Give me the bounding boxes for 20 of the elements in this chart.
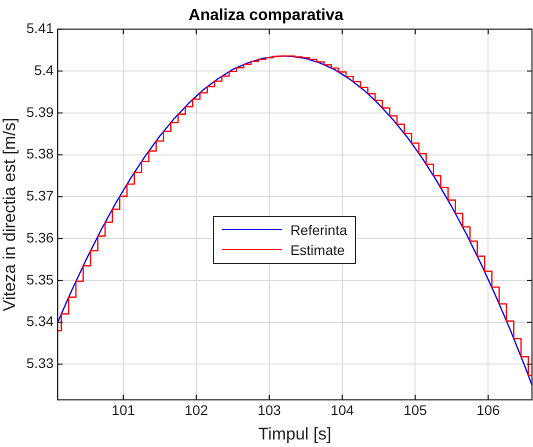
- chart-title: Analiza comparativa: [188, 7, 344, 24]
- y-tick-label: 5.38: [26, 146, 54, 162]
- y-tick-label: 5.41: [26, 20, 54, 36]
- y-tick-label: 5.36: [26, 229, 54, 246]
- y-tick-label: 5.4: [34, 62, 54, 78]
- y-tick-label: 5.35: [26, 271, 54, 288]
- x-tick-label: 103: [258, 402, 282, 418]
- x-tick-label: 101: [112, 402, 136, 418]
- legend-label: Estimate: [290, 242, 345, 258]
- y-tick-label: 5.39: [26, 104, 54, 120]
- y-axis-title: Viteza in directia est [m/s]: [0, 118, 19, 312]
- y-tick-label: 5.34: [26, 313, 54, 330]
- x-tick-label: 104: [330, 402, 354, 418]
- x-tick-label: 105: [404, 402, 428, 418]
- x-tick-label: 106: [476, 402, 500, 418]
- y-tick-label: 5.37: [26, 188, 54, 204]
- x-tick-label: 102: [184, 402, 208, 418]
- x-axis-title: Timpul [s]: [258, 424, 332, 444]
- legend-label: Referinta: [290, 222, 348, 238]
- y-tick-label: 5.33: [26, 355, 54, 372]
